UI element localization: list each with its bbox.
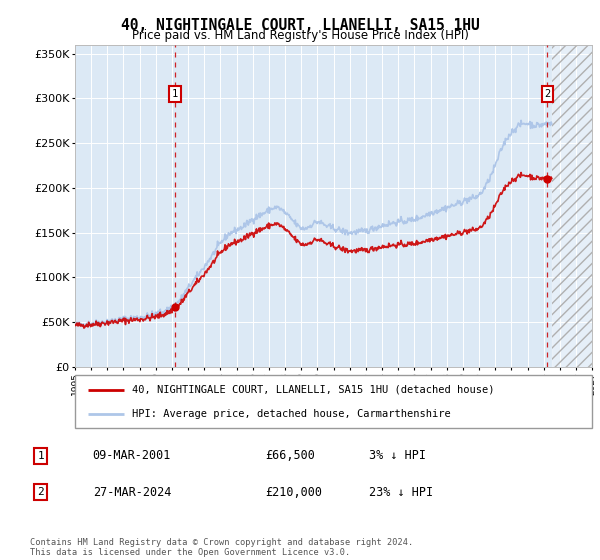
Text: 23% ↓ HPI: 23% ↓ HPI <box>369 486 433 499</box>
Text: 40, NIGHTINGALE COURT, LLANELLI, SA15 1HU (detached house): 40, NIGHTINGALE COURT, LLANELLI, SA15 1H… <box>132 385 494 395</box>
Text: 40, NIGHTINGALE COURT, LLANELLI, SA15 1HU: 40, NIGHTINGALE COURT, LLANELLI, SA15 1H… <box>121 18 479 33</box>
Bar <box>552 45 600 367</box>
Text: 2: 2 <box>544 89 551 99</box>
Text: Price paid vs. HM Land Registry's House Price Index (HPI): Price paid vs. HM Land Registry's House … <box>131 29 469 42</box>
Text: £210,000: £210,000 <box>265 486 322 499</box>
Text: HPI: Average price, detached house, Carmarthenshire: HPI: Average price, detached house, Carm… <box>132 409 451 419</box>
Text: 27-MAR-2024: 27-MAR-2024 <box>92 486 171 499</box>
Text: 1: 1 <box>37 451 44 461</box>
Text: £66,500: £66,500 <box>265 449 316 463</box>
Text: 1: 1 <box>172 89 178 99</box>
FancyBboxPatch shape <box>75 375 592 428</box>
Text: 09-MAR-2001: 09-MAR-2001 <box>92 449 171 463</box>
Text: Contains HM Land Registry data © Crown copyright and database right 2024.
This d: Contains HM Land Registry data © Crown c… <box>30 538 413 557</box>
Bar <box>552 45 600 367</box>
Text: 3% ↓ HPI: 3% ↓ HPI <box>369 449 426 463</box>
Text: 2: 2 <box>37 487 44 497</box>
